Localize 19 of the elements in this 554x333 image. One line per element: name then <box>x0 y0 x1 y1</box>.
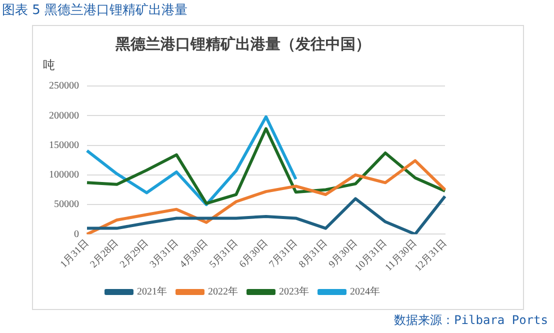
y-axis-title: 吨 <box>43 58 55 72</box>
y-tick-label: 150000 <box>49 140 79 151</box>
legend-label: 2024年 <box>350 286 380 298</box>
y-tick-label: 100000 <box>49 170 79 181</box>
chart-subtitle: 黑德兰港口锂精矿出港量（发往中国） <box>114 34 370 53</box>
x-tick-label: 8月31日 <box>297 238 330 270</box>
chart-title: 图表 5 黑德兰港口锂精矿出港量 <box>2 2 188 19</box>
x-tick-label: 2月28日 <box>88 238 121 270</box>
x-tick-label: 1月31日 <box>58 238 91 270</box>
legend-label: 2023年 <box>279 286 309 298</box>
legend-label: 2021年 <box>137 286 167 298</box>
y-tick-label: 250000 <box>49 80 79 92</box>
y-tick-label: 0 <box>74 228 79 240</box>
source-note: 数据来源：Pilbara Ports <box>394 312 548 329</box>
y-tick-label: 50000 <box>54 199 79 210</box>
legend-label: 2022年 <box>208 286 238 298</box>
y-tick-label: 200000 <box>49 110 79 122</box>
x-tick-label: 4月30日 <box>178 238 210 270</box>
x-tick-label: 7月31日 <box>267 238 300 270</box>
